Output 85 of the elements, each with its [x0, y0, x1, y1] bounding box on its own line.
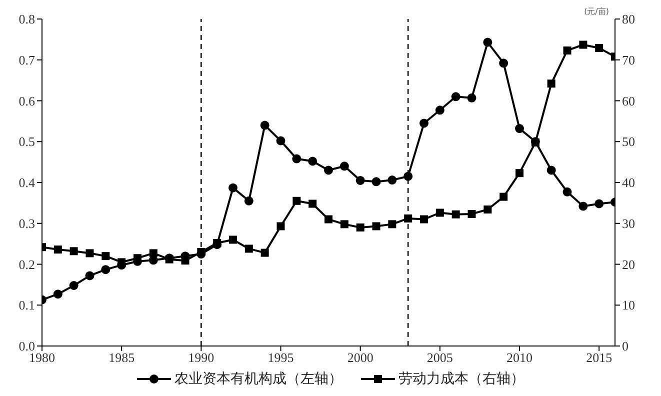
- y-tick-label: 0.4: [18, 175, 36, 190]
- point: [404, 214, 412, 222]
- point: [516, 169, 524, 178]
- point: [324, 215, 332, 224]
- point: [562, 187, 572, 196]
- point: [86, 249, 94, 258]
- y-tick-label: 0.6: [18, 93, 36, 108]
- point: [484, 205, 492, 214]
- point: [372, 222, 380, 230]
- point: [149, 249, 158, 258]
- x-tick-label: 2015: [586, 350, 612, 366]
- point: [340, 220, 348, 228]
- x-tick-label: 2000: [347, 350, 374, 366]
- x-tick-label: 2010: [506, 350, 532, 366]
- point: [435, 106, 444, 115]
- x-tick-label: 1990: [188, 350, 214, 366]
- point: [546, 166, 556, 175]
- y2-tick-label: 20: [622, 256, 635, 272]
- y-tick-label: 0.5: [18, 134, 35, 150]
- point: [340, 162, 349, 171]
- point: [244, 244, 253, 253]
- legend-label: 农业资本有机构成（左轴）: [174, 370, 342, 388]
- point: [356, 176, 365, 185]
- point: [292, 196, 301, 205]
- point: [229, 236, 237, 244]
- point: [69, 281, 78, 290]
- point: [483, 38, 492, 47]
- point: [53, 290, 62, 299]
- point: [324, 166, 333, 175]
- point: [420, 118, 428, 128]
- point: [85, 271, 94, 280]
- y-tick-label: 0.3: [18, 216, 35, 231]
- y2-tick-label: 0: [622, 338, 628, 354]
- text: (元/亩): [584, 6, 609, 17]
- point: [372, 177, 381, 186]
- y2-tick-label: 60: [622, 93, 635, 108]
- point: [499, 58, 508, 68]
- point: [181, 256, 190, 265]
- point: [515, 124, 524, 134]
- x-tick-label: 2005: [426, 350, 453, 366]
- point: [197, 248, 206, 256]
- point: [594, 199, 604, 208]
- point: [276, 136, 286, 146]
- point: [467, 93, 476, 102]
- y2-tick-label: 30: [622, 216, 635, 231]
- point: [308, 200, 317, 208]
- y2-tick-label: 10: [622, 298, 635, 313]
- point: [451, 92, 460, 102]
- point: [578, 202, 588, 211]
- point: [228, 183, 238, 192]
- point: [244, 196, 254, 206]
- y-tick-label: 0.8: [18, 12, 35, 27]
- point: [70, 247, 78, 256]
- point: [500, 192, 508, 201]
- legend-label: 劳动力成本（右轴）: [398, 370, 524, 388]
- x-tick-label: 1985: [108, 350, 135, 366]
- point: [260, 120, 270, 130]
- point: [308, 156, 318, 166]
- point: [452, 210, 460, 218]
- x-tick-label: 1995: [268, 350, 294, 366]
- y2-tick-label: 40: [622, 175, 635, 190]
- point: [420, 215, 428, 224]
- point: [102, 252, 110, 260]
- point: [595, 44, 604, 52]
- point: [260, 248, 269, 257]
- point: [101, 265, 110, 274]
- point: [388, 176, 397, 185]
- point: [404, 172, 413, 181]
- point: [436, 208, 444, 217]
- y2-tick-label: 70: [622, 52, 635, 68]
- point: [563, 46, 572, 54]
- y-tick-label: 0.2: [18, 256, 35, 272]
- y-tick-label: 0.1: [18, 298, 35, 313]
- y-tick-label: 0.7: [18, 52, 36, 68]
- point: [292, 154, 302, 164]
- y2-tick-label: 80: [622, 12, 635, 27]
- point: [213, 238, 222, 247]
- point: [547, 80, 556, 88]
- point: [388, 220, 396, 228]
- point: [54, 246, 62, 254]
- point: [356, 223, 364, 232]
- point: [468, 210, 476, 218]
- y2-tick-label: 50: [622, 134, 635, 150]
- point: [579, 40, 588, 49]
- point: [276, 222, 285, 230]
